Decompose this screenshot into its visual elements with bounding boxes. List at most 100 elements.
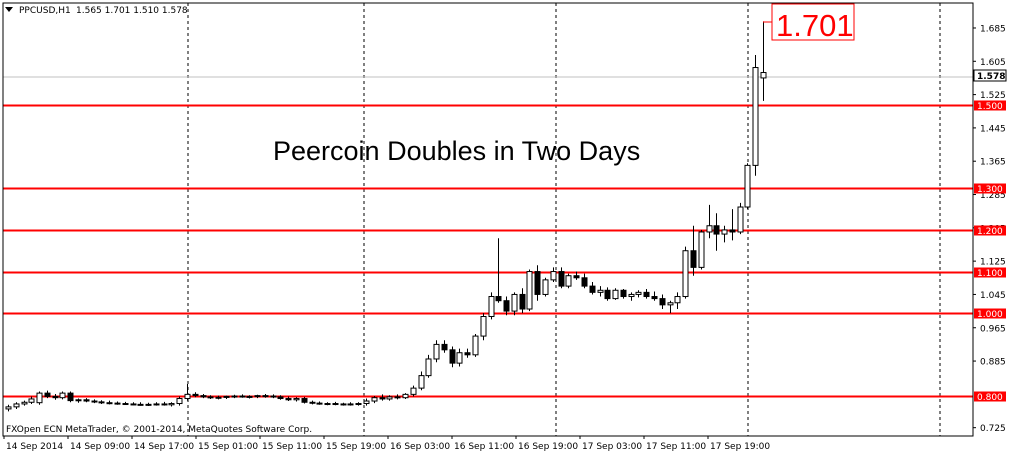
candle-body-down: [192, 393, 199, 397]
candle-body-down: [316, 402, 323, 405]
x-tick-label: 16 Sep 03:00: [390, 442, 450, 452]
candle-body-down: [643, 291, 650, 298]
candle-body-up: [145, 403, 152, 406]
candle-body-up: [752, 67, 759, 166]
candle-body-up: [293, 398, 300, 401]
candle-body-down: [519, 293, 526, 310]
candle-body-up: [721, 229, 728, 235]
candle-body-up: [674, 296, 681, 304]
candle-body-up: [418, 375, 425, 389]
y-tick-label: 1.125: [980, 258, 1006, 268]
candle-body-up: [184, 393, 191, 400]
candle-body-down: [52, 395, 59, 399]
candle-body-up: [386, 396, 393, 400]
x-tick-label: 14 Sep 09:00: [70, 442, 130, 452]
candle-body-up: [5, 406, 12, 410]
candle-body-up: [667, 302, 674, 306]
candle-body-up: [565, 275, 572, 287]
candle-body-down: [106, 402, 113, 405]
level-label-box: [974, 267, 1006, 278]
candle-body-down: [659, 298, 666, 306]
chevron-down-icon[interactable]: [5, 7, 13, 12]
candle-body-up: [355, 403, 362, 406]
y-tick-label: 1.365: [980, 158, 1006, 168]
symbol-timeframe: PPCUSD,H1: [19, 6, 71, 16]
high-callout-connector: [763, 21, 772, 23]
candle-body-up: [635, 291, 642, 295]
candle-body-up: [324, 403, 331, 406]
x-tick-label: 15 Sep 11:00: [262, 442, 322, 452]
candle-body-down: [651, 296, 658, 300]
candle-body-up: [246, 395, 253, 398]
candle-body-down: [495, 296, 502, 302]
candle-body-up: [612, 289, 619, 300]
y-tick-label: 1.445: [980, 124, 1006, 134]
candle-body-up: [433, 343, 440, 360]
candle-body-down: [67, 392, 74, 402]
candle-body-up: [176, 398, 183, 405]
candle-body-down: [285, 398, 292, 401]
candle-body-down: [122, 403, 129, 406]
candle-body-up: [410, 387, 417, 395]
level-label-box: [974, 308, 1006, 319]
candle-body-down: [332, 403, 339, 406]
candle-body-up: [363, 400, 370, 405]
x-tick-label: 17 Sep 11:00: [646, 442, 706, 452]
candle-body-up: [59, 392, 66, 399]
copyright-text: FXOpen ECN MetaTrader, © 2001-2014, Meta…: [6, 425, 312, 435]
candle-body-down: [270, 395, 277, 398]
level-label-box: [974, 100, 1006, 111]
candle-body-down: [91, 400, 98, 403]
candle-body-up: [706, 225, 713, 233]
candle-body-up: [231, 395, 238, 398]
candle-body-down: [713, 225, 720, 235]
x-tick-label: 16 Sep 19:00: [518, 442, 578, 452]
candle-body-down: [114, 402, 121, 405]
x-tick-label: 14 Sep 2014: [6, 442, 63, 452]
candle-body-down: [262, 395, 269, 398]
level-label-box: [974, 183, 1006, 194]
candle-body-down: [573, 275, 580, 279]
candle-body-up: [550, 271, 557, 281]
candle-body-up: [698, 231, 705, 268]
candle-body-down: [130, 403, 137, 406]
candle-body-up: [480, 316, 487, 337]
candle-body-down: [137, 403, 144, 406]
candle-body-up: [168, 403, 175, 406]
candle-body-down: [464, 352, 471, 356]
y-tick-label: 1.045: [980, 291, 1006, 301]
x-tick-label: 15 Sep 01:00: [198, 442, 258, 452]
candle-body-down: [620, 289, 627, 298]
candle-body-down: [690, 250, 697, 268]
plot-frame: [2, 2, 974, 437]
level-label-box: [974, 225, 1006, 236]
candle-body-up: [456, 352, 463, 364]
level-label: 1.300: [977, 185, 1003, 195]
x-tick-label: 14 Sep 17:00: [134, 442, 194, 452]
x-tick-label: 17 Sep 03:00: [582, 442, 642, 452]
candle-body-up: [628, 293, 635, 298]
candle-body-up: [737, 206, 744, 233]
y-tick-label: 1.605: [980, 58, 1006, 68]
candle-body-up: [744, 164, 751, 208]
candle-body-down: [239, 395, 246, 398]
candle-body-up: [371, 397, 378, 402]
x-axis: 14 Sep 2014 14 Sep 09:00 14 Sep 17:00 15 Se…: [3, 436, 770, 452]
candle-body-up: [340, 403, 347, 406]
candle-body-up: [13, 403, 20, 408]
y-tick-label: 1.285: [980, 191, 1006, 201]
current-price-box: [973, 69, 1007, 82]
y-tick-label: 0.965: [980, 324, 1006, 334]
x-tick-label: 16 Sep 11:00: [454, 442, 514, 452]
current-price-label: 1.578: [977, 72, 1005, 82]
y-tick-label: 1.525: [980, 91, 1006, 101]
candle-body-down: [589, 285, 596, 293]
candle-body-down: [277, 396, 284, 400]
candle-body-down: [161, 403, 168, 406]
candle-body-down: [207, 396, 214, 399]
high-callout-box: [771, 3, 855, 41]
y-tick-label: 0.725: [980, 424, 1006, 434]
level-label: 1.100: [977, 269, 1003, 279]
